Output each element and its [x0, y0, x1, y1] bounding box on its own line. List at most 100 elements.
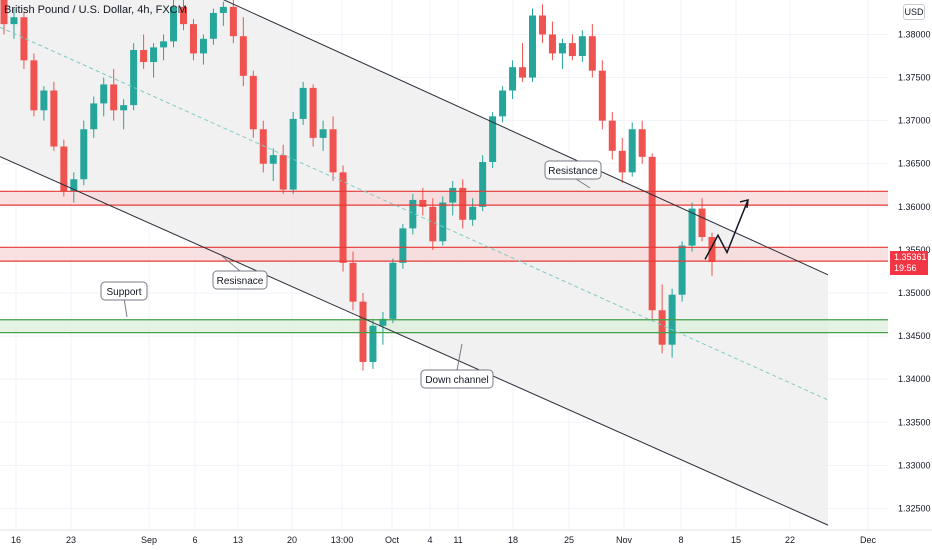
resistance-callout-box — [544, 160, 602, 180]
candle-body-65 — [648, 156, 656, 311]
candle-body-54 — [538, 15, 546, 35]
candle-body-6 — [60, 146, 68, 192]
candle-body-44 — [439, 202, 447, 242]
candle-body-4 — [40, 90, 48, 111]
down-channel-callout-pointer — [456, 343, 463, 371]
candle-body-46 — [459, 187, 467, 220]
candle-body-47 — [469, 206, 477, 220]
x-tick-label-1: 23 — [66, 535, 76, 545]
candle-body-19 — [189, 24, 197, 54]
channel-midline — [0, 26, 829, 401]
currency-button[interactable]: USD — [903, 4, 925, 20]
candle-body-11 — [110, 84, 118, 111]
candle-body-0 — [0, 0, 8, 25]
candle-body-48 — [479, 162, 487, 207]
y-tick-label-4: 1.34500 — [898, 331, 931, 341]
candle-body-25 — [249, 75, 257, 130]
last-price-value: 1.35361 — [894, 252, 927, 262]
x-tick-label-8: 4 — [427, 535, 432, 545]
candle-body-45 — [449, 187, 457, 203]
candle-body-43 — [429, 206, 437, 242]
candle-body-20 — [199, 38, 207, 54]
candle-body-60 — [598, 70, 606, 121]
candle-body-68 — [678, 245, 686, 295]
x-tick-label-5: 20 — [287, 535, 297, 545]
down-channel-callout: Down channel — [420, 343, 494, 389]
candle-body-58 — [578, 36, 586, 57]
candle-body-27 — [269, 155, 277, 164]
candle-body-9 — [90, 103, 98, 130]
y-tick-label-5: 1.35000 — [898, 288, 931, 298]
channel-and-zone-fills — [0, 0, 888, 526]
x-tick-label-3: 6 — [192, 535, 197, 545]
down-channel-callout-text: Down channel — [425, 375, 488, 386]
x-tick-label-11: 25 — [564, 535, 574, 545]
x-tick-label-9: 11 — [453, 535, 462, 545]
channel-lower-line — [0, 156, 829, 526]
last-price-badge: 1.35361 19:56 — [890, 251, 928, 275]
candle-body-61 — [608, 120, 616, 151]
y-tick-label-1: 1.33000 — [898, 460, 931, 470]
candle-body-15 — [150, 47, 158, 63]
candle-body-8 — [80, 129, 88, 180]
x-tick-label-4: 13 — [233, 535, 243, 545]
candle-body-26 — [259, 129, 267, 164]
resisnace-callout-text: Resisnace — [217, 276, 264, 287]
resistance-zone-0 — [0, 191, 888, 206]
support-zone-2 — [0, 319, 888, 333]
resistance-callout: Resistance — [544, 160, 602, 189]
y-tick-label-2: 1.33500 — [898, 417, 931, 427]
candle-body-53 — [529, 15, 537, 78]
candle-body-5 — [50, 90, 58, 147]
candle-body-1 — [10, 17, 18, 25]
y-tick-label-8: 1.36500 — [898, 159, 931, 169]
annotation-callouts: Resistance Resisnace Support Down channel — [100, 160, 602, 389]
drawing-overlays — [0, 0, 888, 526]
y-tick-label-11: 1.38000 — [898, 29, 931, 39]
candle-body-12 — [120, 105, 128, 111]
resisnace-callout-pointer — [221, 255, 241, 272]
candle-body-59 — [588, 36, 596, 71]
candle-body-51 — [509, 67, 517, 91]
candle-body-36 — [359, 301, 367, 362]
resistance-callout-text: Resistance — [548, 166, 598, 177]
candle-body-42 — [419, 199, 427, 207]
resisnace-callout: Resisnace — [212, 255, 268, 290]
support-callout: Support — [100, 281, 148, 318]
candle-body-56 — [558, 43, 566, 54]
bar-countdown: 19:56 — [894, 263, 917, 273]
projection-path — [704, 199, 749, 260]
y-tick-label-3: 1.34000 — [898, 374, 931, 384]
price-axis[interactable]: 1.32500 1.33000 1.33500 1.34000 1.34500 1.350… — [898, 29, 931, 513]
support-callout-box — [100, 281, 148, 301]
candle-body-13 — [130, 49, 138, 106]
candle-body-23 — [229, 6, 237, 37]
candle-body-55 — [548, 34, 556, 54]
candle-body-16 — [160, 41, 168, 48]
candle-body-14 — [140, 49, 148, 63]
candle-body-57 — [568, 43, 576, 57]
x-tick-label-6: 13:00 — [331, 535, 354, 545]
candle-body-32 — [319, 129, 327, 138]
candle-body-49 — [489, 116, 497, 163]
down-channel-callout-box — [420, 369, 494, 389]
candle-body-40 — [399, 228, 407, 263]
candle-body-71 — [708, 236, 716, 262]
x-tick-label-2: Sep — [141, 535, 157, 545]
candle-body-64 — [638, 129, 646, 157]
candle-body-63 — [628, 129, 636, 173]
support-callout-text: Support — [106, 287, 141, 298]
y-tick-label-0: 1.32500 — [898, 503, 931, 513]
candle-body-70 — [698, 208, 706, 237]
time-axis[interactable]: 16 23 Sep 6 13 20 13:00 Oct 4 11 18 25 Nov 8 15 22 Dec — [0, 529, 932, 545]
candle-body-7 — [70, 179, 78, 192]
candle-body-39 — [389, 262, 397, 319]
candle-body-52 — [519, 67, 527, 78]
candle-body-34 — [339, 172, 347, 263]
candle-body-35 — [349, 262, 357, 302]
candle-body-31 — [309, 87, 317, 138]
candle-body-24 — [239, 36, 247, 76]
x-tick-label-13: 8 — [678, 535, 683, 545]
candle-body-62 — [618, 150, 626, 173]
